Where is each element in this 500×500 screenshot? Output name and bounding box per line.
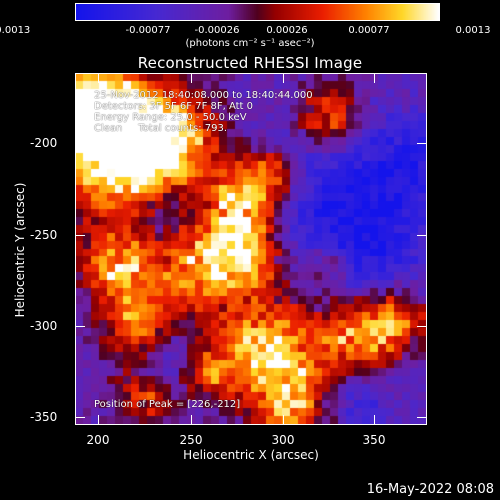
colorbar-tick: -0.0013 [0, 25, 31, 36]
time-range-label: 25-Nov-2012 18:40:08.000 to 18:40:44.000 [94, 90, 313, 101]
y-tick-label: -350 [30, 410, 58, 424]
colorbar-tick: 0.00077 [348, 25, 390, 36]
colorbar-tick: 0.00026 [266, 25, 308, 36]
y-tick-label: -200 [30, 136, 58, 150]
energy-range-label: Energy Range: 25.0 - 50.0 keV [94, 112, 247, 123]
x-tick-label: 250 [179, 433, 203, 447]
tick-mark [417, 326, 426, 327]
tick-mark [76, 417, 85, 418]
clean-counts-label: Clean Total counts: 793. [94, 123, 228, 134]
tick-mark [98, 415, 99, 424]
y-tick-label: -250 [30, 228, 58, 242]
tick-mark [417, 235, 426, 236]
generation-timestamp: 16-May-2022 08:08 [366, 482, 494, 497]
peak-position-label: Position of Peak = [226,-212] [94, 399, 241, 410]
colorbar-tick: -0.00026 [194, 25, 240, 36]
tick-mark [191, 415, 192, 424]
x-tick-label: 300 [271, 433, 295, 447]
tick-mark [76, 235, 85, 236]
detectors-label: Detectors: 3F 5F 6F 7F 8F, Att 0 [94, 101, 254, 112]
colorbar [75, 3, 440, 21]
tick-mark [374, 74, 375, 83]
rhessi-heatmap [76, 74, 426, 424]
tick-mark [374, 415, 375, 424]
colorbar-tick: 0.0013 [455, 25, 491, 36]
plot-title: Reconstructed RHESSI Image [137, 54, 363, 72]
tick-mark [283, 74, 284, 83]
y-axis-label: Heliocentric Y (arcsec) [13, 182, 27, 318]
tick-mark [417, 143, 426, 144]
tick-mark [98, 74, 99, 83]
tick-mark [283, 415, 284, 424]
colorbar-tick: -0.00077 [125, 25, 171, 36]
tick-mark [191, 74, 192, 83]
colorbar-units: (photons cm⁻² s⁻¹ asec⁻²) [185, 38, 315, 49]
image-plot: 25-Nov-2012 18:40:08.000 to 18:40:44.000… [75, 73, 427, 425]
tick-mark [417, 417, 426, 418]
y-tick-label: -300 [30, 319, 58, 333]
tick-mark [76, 326, 85, 327]
x-tick-label: 200 [86, 433, 110, 447]
tick-mark [76, 143, 85, 144]
x-tick-label: 350 [362, 433, 386, 447]
x-axis-label: Heliocentric X (arcsec) [183, 448, 319, 462]
